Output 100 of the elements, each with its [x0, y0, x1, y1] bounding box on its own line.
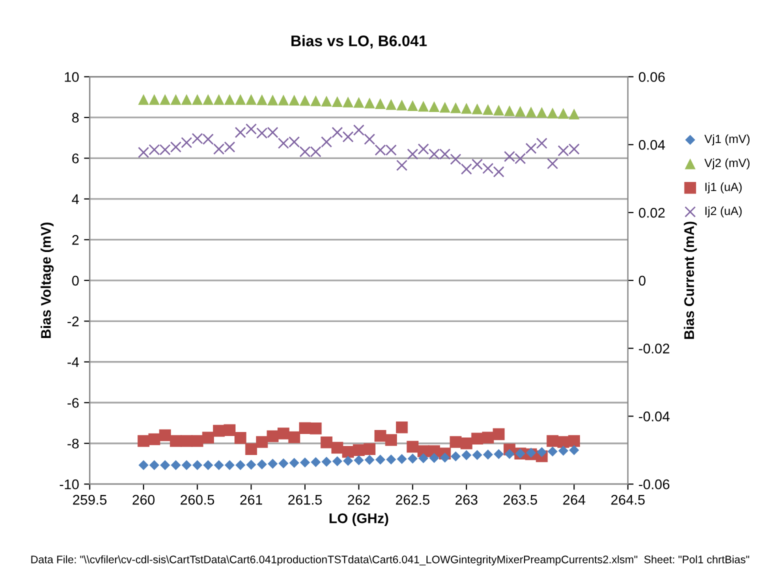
point	[245, 443, 258, 456]
point	[192, 460, 202, 470]
point	[235, 460, 246, 470]
point	[364, 134, 376, 145]
point	[493, 166, 504, 178]
point	[288, 94, 300, 106]
point	[364, 98, 375, 108]
point	[450, 102, 462, 114]
point	[440, 452, 450, 463]
y-tick-label: 8	[72, 112, 79, 123]
point	[408, 454, 418, 464]
text: Data File: "\\cvfiler\cv-cdl-sis\CartTstData\Cart6.041productionTSTdata\Cart6.041_LOWGintegrityMixerPreampCurrents2.xlsm" Sheet: "Pol1 chrtBias"	[31, 555, 750, 566]
point	[494, 449, 504, 460]
point	[558, 446, 568, 456]
point	[214, 460, 224, 470]
point	[213, 94, 224, 105]
x-tick-label: 264.5	[611, 494, 645, 505]
point	[472, 104, 483, 114]
point	[429, 453, 440, 464]
point	[472, 450, 482, 460]
point	[482, 450, 493, 460]
legend-label: Ij2 (uA)	[705, 206, 742, 218]
point	[235, 94, 246, 105]
y-tick-label: -10	[60, 479, 79, 490]
point	[192, 94, 203, 105]
point	[170, 460, 181, 470]
point	[321, 96, 332, 107]
point	[482, 432, 494, 444]
point	[536, 107, 548, 118]
point	[450, 154, 462, 165]
point	[504, 105, 515, 116]
point	[278, 458, 288, 468]
point	[461, 102, 472, 114]
y-tick-label: 2	[72, 235, 79, 245]
y-tick-label: 10	[64, 72, 79, 82]
point	[514, 106, 526, 117]
point	[224, 94, 236, 105]
y2-tick-label: -0.04	[638, 412, 670, 422]
point	[450, 451, 461, 462]
point	[322, 456, 332, 467]
point	[546, 435, 558, 447]
point	[246, 460, 256, 470]
point	[354, 455, 364, 466]
point	[159, 429, 171, 442]
point	[418, 453, 428, 464]
point	[471, 432, 484, 445]
point	[300, 458, 310, 468]
point	[558, 108, 569, 119]
y-tick-label: 6	[72, 154, 79, 164]
point	[182, 460, 192, 470]
point	[525, 142, 537, 154]
point	[138, 460, 149, 470]
x-tick-label: 263.5	[504, 494, 538, 505]
y-tick-label: -4	[68, 357, 79, 367]
point	[256, 94, 268, 106]
x-tick-label: 259.5	[73, 494, 106, 505]
legend-label: Ij1 (uA)	[705, 182, 742, 194]
y-tick-label: -2	[68, 316, 79, 326]
point	[547, 108, 558, 118]
y2-tick-label: 0	[638, 276, 646, 286]
point	[482, 162, 494, 174]
point	[526, 448, 536, 458]
point	[246, 94, 257, 105]
point	[526, 106, 536, 118]
point	[386, 454, 396, 464]
point	[492, 428, 505, 440]
point	[569, 445, 580, 456]
point	[461, 450, 472, 460]
point	[396, 160, 408, 171]
point	[278, 94, 289, 106]
legend-label: Vj1 (mV)	[704, 134, 750, 146]
y2-tick-label: 0.02	[638, 208, 665, 218]
legend-label: Vj2 (mV)	[704, 158, 750, 170]
point	[375, 454, 386, 465]
point	[310, 95, 322, 106]
point	[310, 457, 321, 468]
point	[148, 94, 160, 105]
point	[482, 104, 494, 115]
point	[170, 435, 182, 447]
x-tick-label: 263	[456, 494, 478, 505]
y-tick-label: -8	[68, 438, 79, 449]
point	[224, 460, 235, 470]
x-tick-label: 262	[348, 494, 370, 505]
point	[331, 442, 344, 454]
point	[406, 440, 419, 453]
point	[191, 435, 204, 447]
point	[320, 136, 332, 148]
point	[493, 104, 504, 116]
point	[568, 108, 580, 120]
point	[386, 99, 396, 110]
y-tick-label: -6	[68, 398, 79, 408]
point	[536, 447, 547, 458]
y2-axis-title: Bias Current (mA)	[684, 222, 697, 339]
point	[342, 96, 354, 108]
y2-tick-label: 0.06	[638, 72, 665, 82]
y2-tick-label: -0.02	[638, 344, 670, 354]
point	[353, 124, 364, 136]
point	[170, 94, 182, 105]
point	[407, 148, 418, 160]
point	[202, 432, 214, 444]
